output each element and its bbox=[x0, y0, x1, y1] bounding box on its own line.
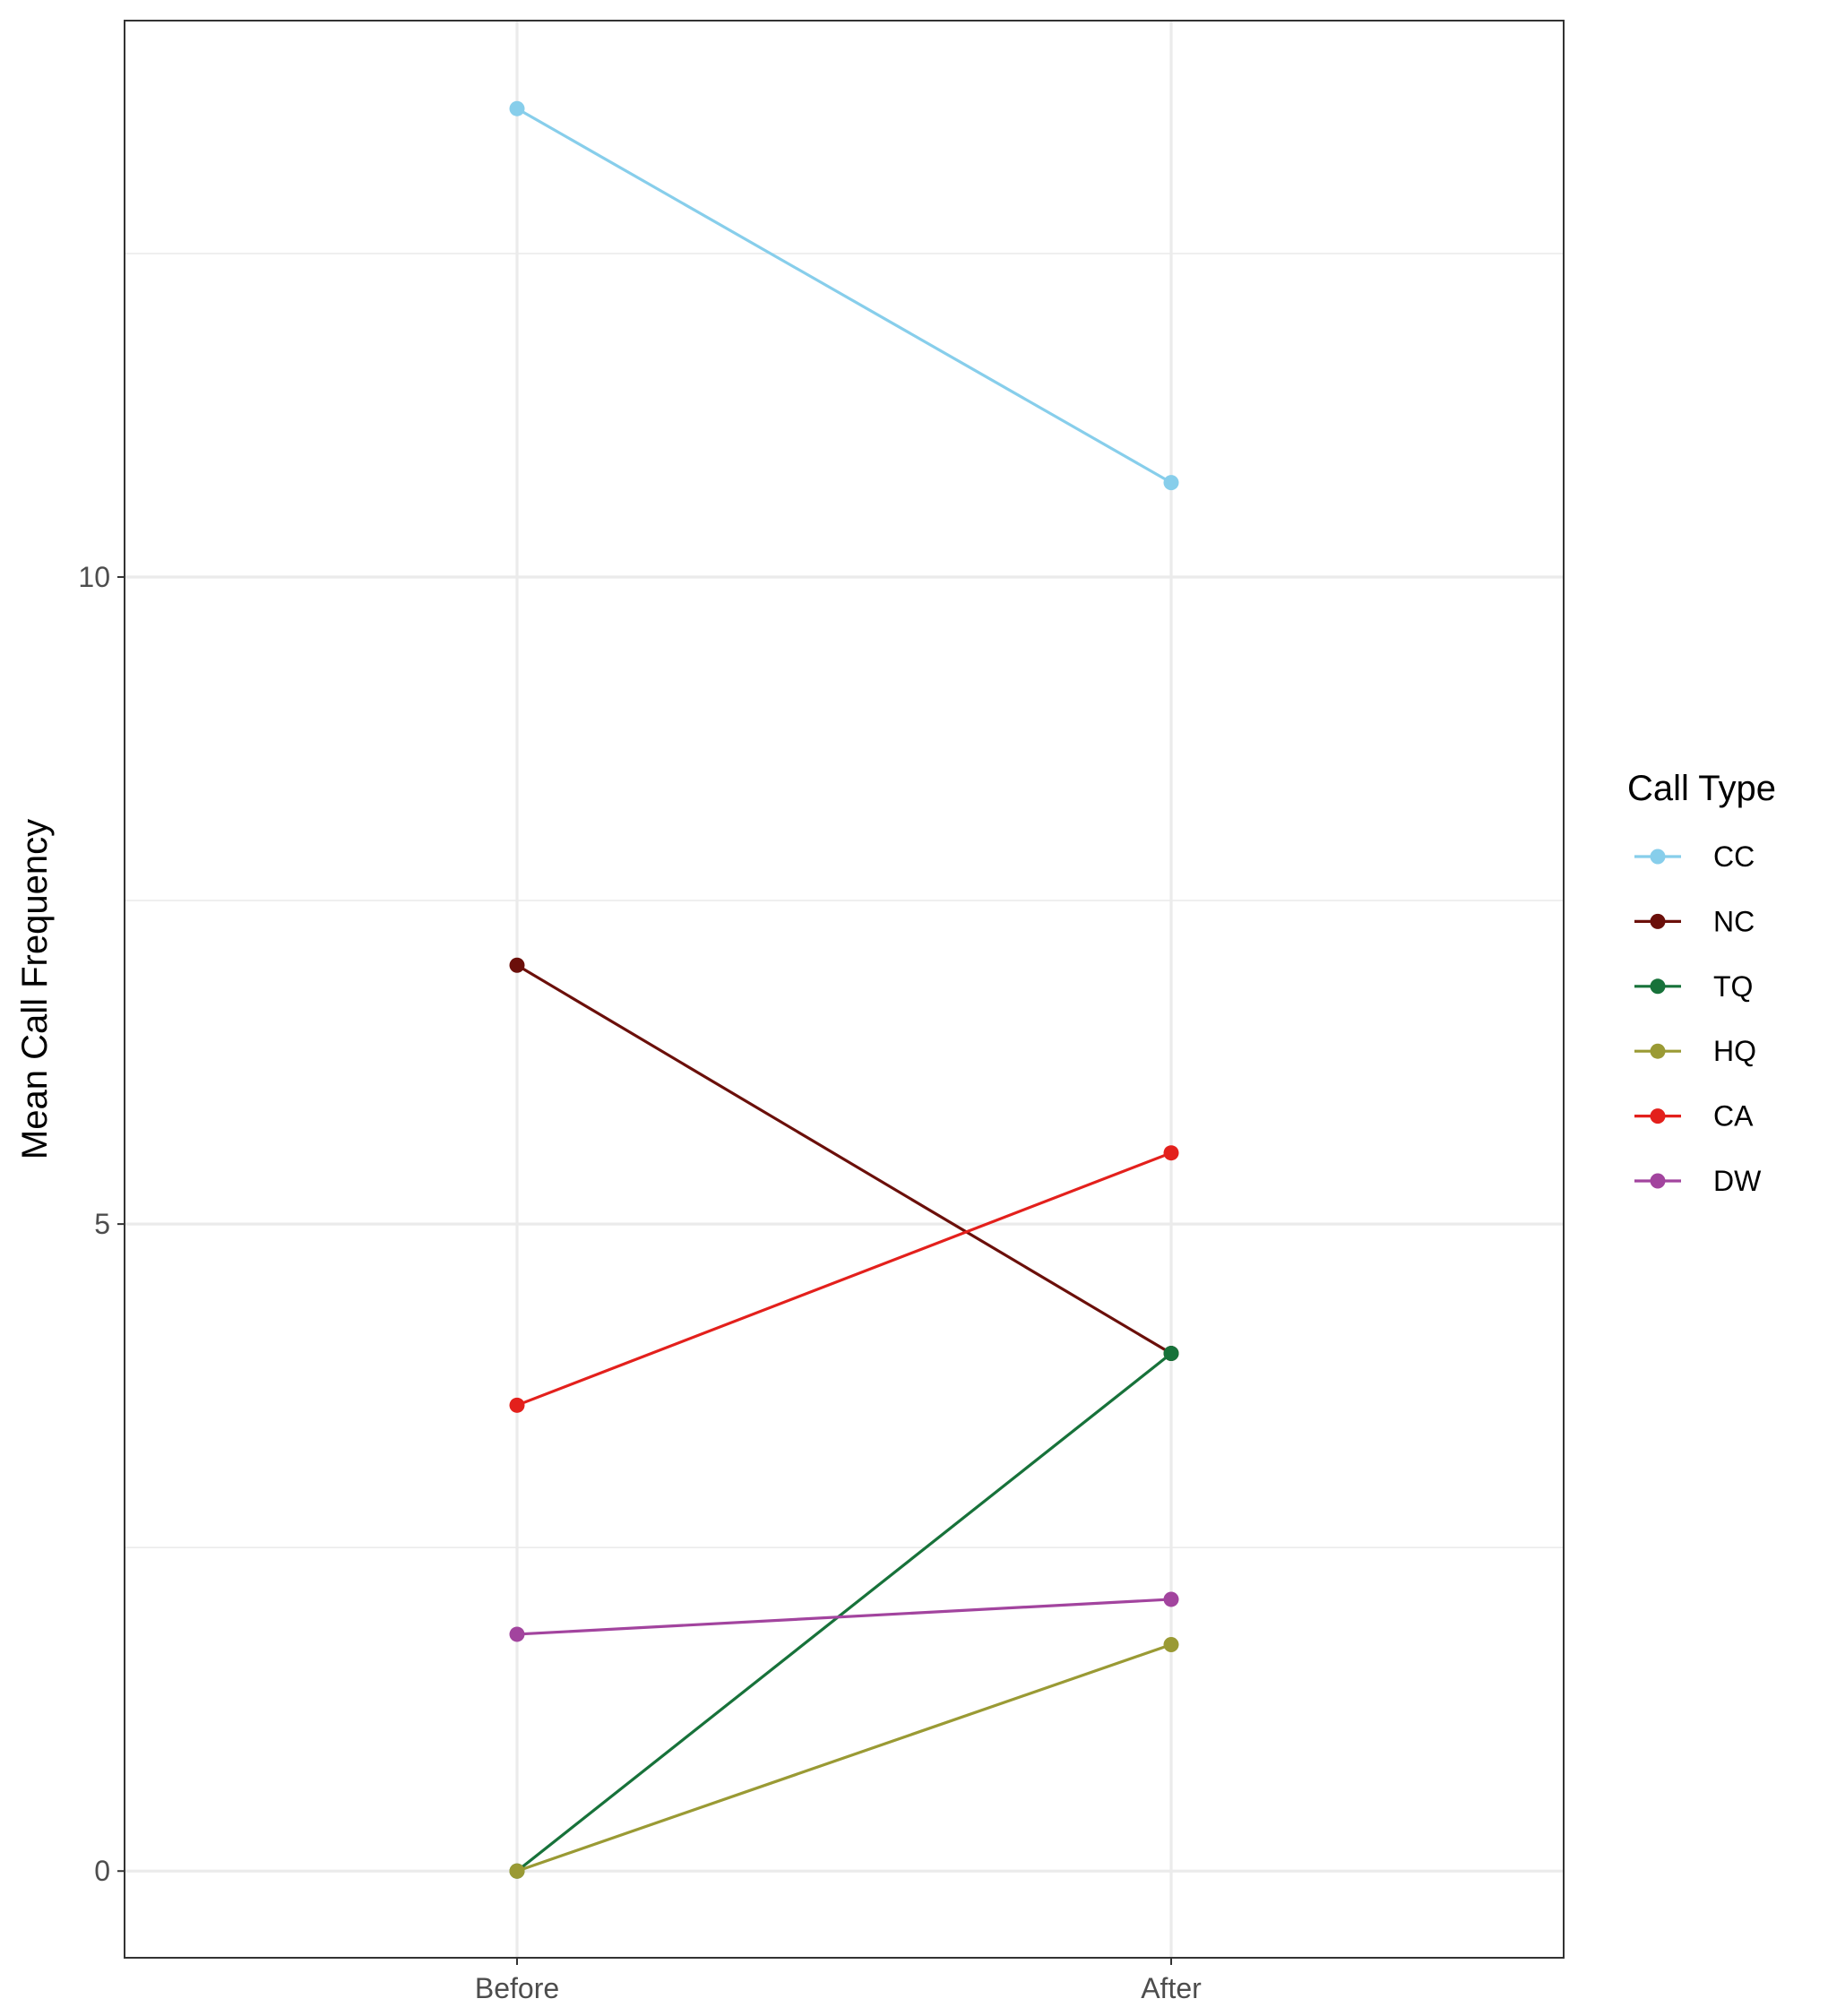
legend-label: DW bbox=[1713, 1165, 1762, 1197]
data-point bbox=[509, 1397, 525, 1413]
y-tick-label: 0 bbox=[94, 1855, 110, 1887]
x-tick-label: After bbox=[1141, 1972, 1202, 2004]
legend-key-point bbox=[1650, 978, 1666, 995]
data-point bbox=[1163, 1346, 1179, 1362]
legend-key-point bbox=[1650, 913, 1666, 929]
series-line bbox=[516, 1642, 1172, 1873]
series-line bbox=[516, 1598, 1172, 1636]
data-point bbox=[1163, 1636, 1179, 1652]
legend-title: Call Type bbox=[1627, 769, 1776, 808]
legend: Call Type CC NC TQ HQ CA DW bbox=[1627, 769, 1776, 1197]
legend-item-hq: HQ bbox=[1634, 1035, 1756, 1067]
data-point bbox=[509, 100, 525, 116]
panel-border bbox=[124, 20, 1565, 1959]
series-line bbox=[516, 1352, 1172, 1873]
series-line bbox=[516, 1151, 1172, 1407]
data-point bbox=[509, 1626, 525, 1642]
legend-label: HQ bbox=[1713, 1035, 1756, 1067]
data-point bbox=[509, 1863, 525, 1879]
data-point bbox=[1163, 1145, 1179, 1161]
legend-item-cc: CC bbox=[1634, 840, 1755, 873]
legend-item-nc: NC bbox=[1634, 905, 1755, 937]
x-tick-label: Before bbox=[475, 1972, 559, 2004]
x-axis: Before After bbox=[475, 1958, 1202, 2004]
series-hq bbox=[509, 1636, 1179, 1879]
legend-key-point bbox=[1650, 849, 1666, 865]
series-cc bbox=[509, 100, 1179, 491]
y-axis: 0 5 10 bbox=[78, 561, 125, 1887]
legend-item-dw: DW bbox=[1634, 1165, 1762, 1197]
legend-label: TQ bbox=[1713, 970, 1753, 1003]
data-point bbox=[1163, 1591, 1179, 1607]
data-point bbox=[1163, 475, 1179, 491]
legend-label: NC bbox=[1713, 905, 1755, 937]
series-line bbox=[516, 963, 1172, 1355]
legend-key-point bbox=[1650, 1043, 1666, 1059]
series-line bbox=[516, 107, 1172, 484]
legend-label: CC bbox=[1713, 840, 1755, 873]
y-tick-label: 5 bbox=[94, 1208, 110, 1240]
y-axis-title: Mean Call Frequency bbox=[15, 819, 55, 1159]
plot-area bbox=[125, 21, 1564, 1958]
y-tick-label: 10 bbox=[78, 561, 110, 593]
data-point bbox=[509, 957, 525, 973]
plot-panel bbox=[124, 20, 1565, 1959]
legend-item-tq: TQ bbox=[1634, 970, 1753, 1003]
series-dw bbox=[509, 1591, 1179, 1642]
legend-key-point bbox=[1650, 1108, 1666, 1124]
legend-item-ca: CA bbox=[1634, 1100, 1754, 1133]
legend-label: CA bbox=[1713, 1100, 1754, 1133]
legend-key-point bbox=[1650, 1173, 1666, 1189]
series-ca bbox=[509, 1145, 1179, 1413]
